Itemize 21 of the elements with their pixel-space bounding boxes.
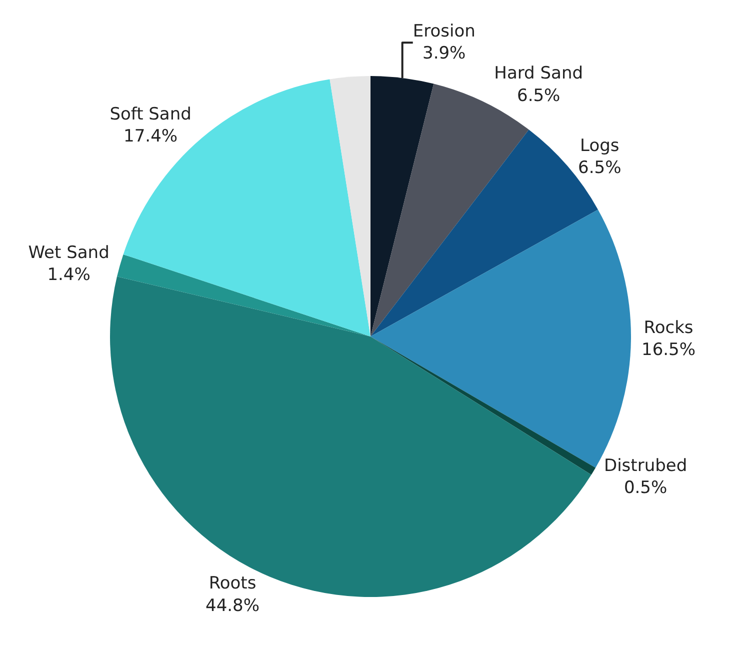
pie-slice	[330, 76, 370, 336]
data-label: 6.5%	[578, 158, 622, 178]
data-label: 44.8%	[206, 596, 260, 616]
pie-slice	[370, 336, 596, 475]
slice-label: Distrubed	[604, 456, 688, 476]
pie-slice	[110, 276, 592, 597]
slice-label: Logs	[580, 136, 620, 156]
data-label: 0.5%	[624, 478, 668, 498]
data-label: 17.4%	[124, 126, 178, 147]
data-label: 3.9%	[422, 44, 466, 64]
slice-label: Soft Sand	[110, 104, 192, 125]
pie-slice	[370, 76, 434, 336]
data-label: 16.5%	[642, 340, 696, 360]
slice-label: Hard Sand	[494, 64, 584, 84]
slice-label: Erosion	[412, 22, 476, 42]
slice-label: Wet Sand	[28, 242, 110, 263]
pie-slice	[117, 254, 370, 336]
slice-label: Roots	[208, 574, 256, 594]
data-label: 6.5%	[516, 86, 560, 106]
slice-label: Rocks	[644, 318, 694, 338]
data-label: 1.4%	[47, 264, 90, 285]
